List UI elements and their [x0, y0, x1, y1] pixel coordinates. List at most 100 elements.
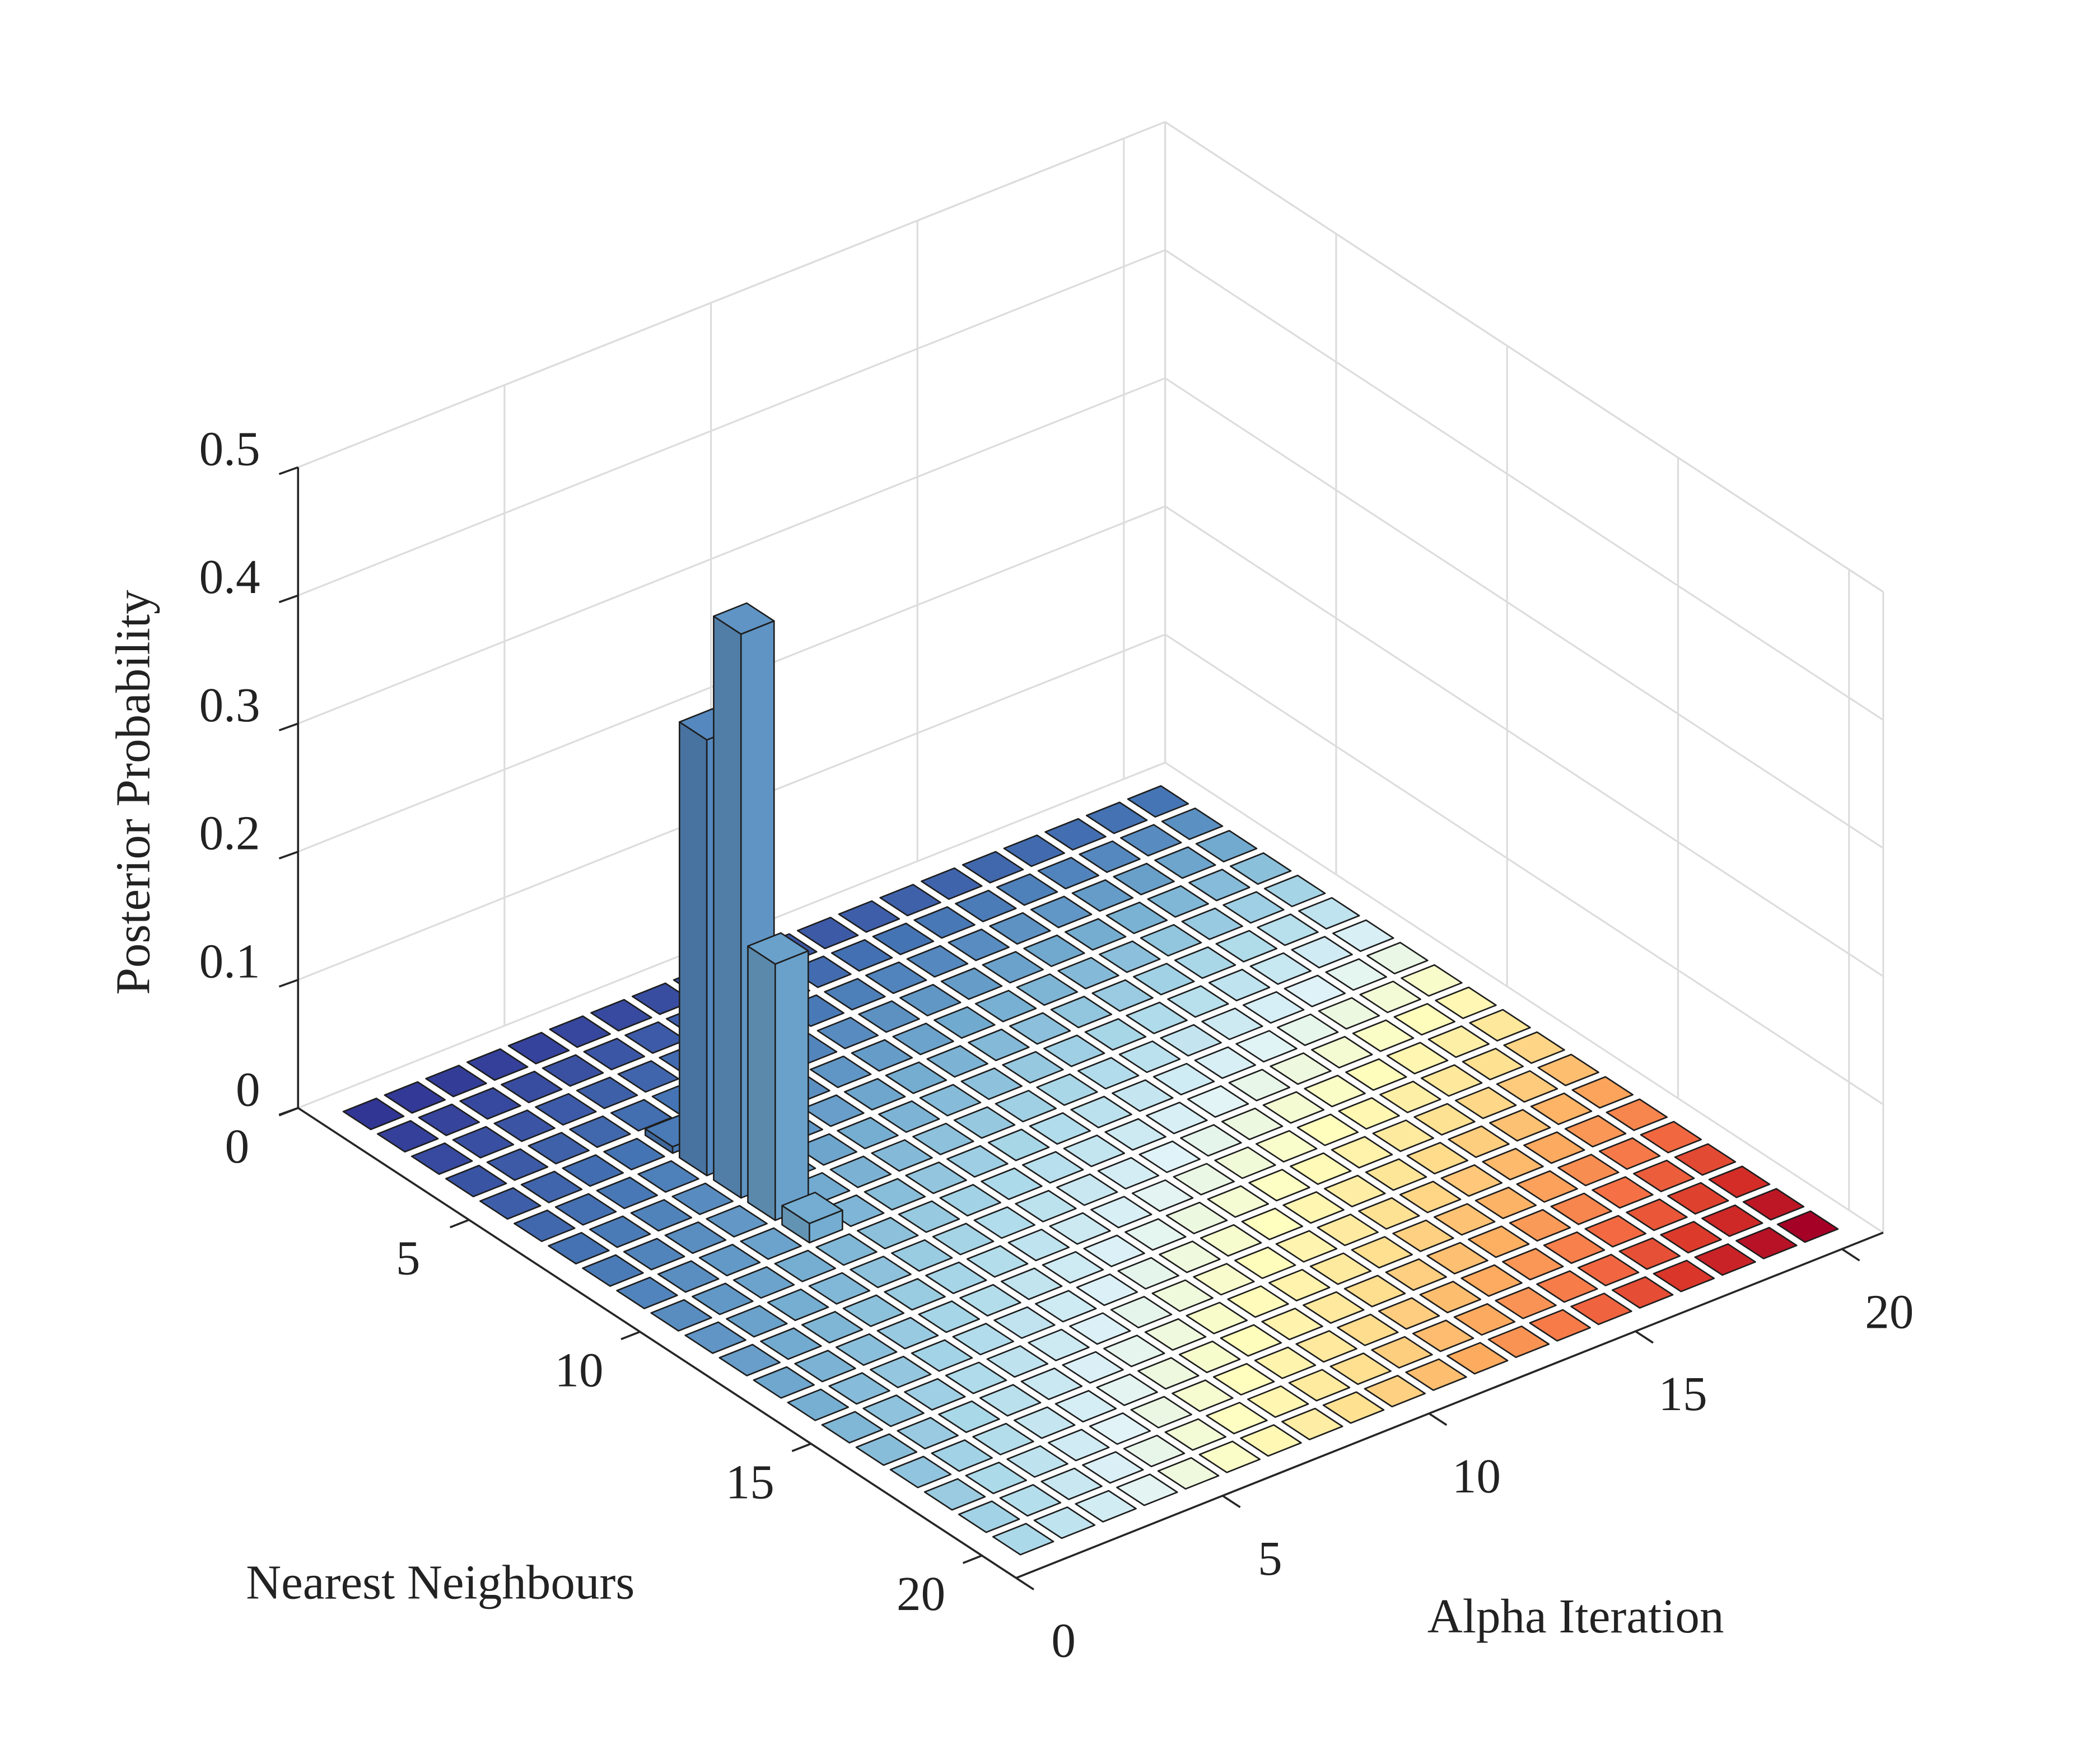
bar-top	[1270, 1052, 1332, 1085]
bar	[569, 1115, 631, 1148]
bar-top	[1331, 1136, 1393, 1169]
bar	[1516, 1170, 1578, 1203]
bar	[554, 1193, 617, 1226]
bar-top	[1147, 885, 1209, 918]
bar-top	[843, 1077, 906, 1111]
bar	[718, 1343, 781, 1376]
bar	[1352, 1019, 1415, 1052]
bar	[1194, 1046, 1257, 1079]
y-tick	[962, 1555, 983, 1564]
bar-top	[1322, 1391, 1385, 1424]
bar	[1469, 1009, 1531, 1042]
bar	[1474, 1187, 1537, 1220]
bar-top	[576, 1076, 638, 1109]
bar-top	[952, 1323, 1015, 1356]
bar-top	[1242, 991, 1305, 1024]
bar	[1592, 1176, 1654, 1209]
bar-top	[1079, 840, 1141, 873]
bar	[870, 1355, 932, 1389]
bar	[1343, 1275, 1406, 1308]
bar-top	[1351, 1236, 1413, 1269]
bar	[865, 961, 927, 995]
x-axis-label: Alpha Iteration	[1427, 1589, 1724, 1643]
bar-top	[617, 1060, 680, 1093]
bar	[1303, 1291, 1365, 1324]
bar	[996, 873, 1058, 906]
x-tick-label: 0	[1051, 1613, 1076, 1668]
bar-top	[1446, 1342, 1509, 1375]
bar	[802, 1094, 865, 1127]
bar-top	[842, 1294, 905, 1327]
bar	[1117, 1257, 1179, 1290]
bar-top	[1057, 956, 1119, 990]
bar	[1262, 1091, 1325, 1124]
bar-top	[1735, 1226, 1798, 1259]
bar-side	[679, 721, 708, 1177]
bar-top	[1571, 1076, 1634, 1109]
bar-top	[1138, 1140, 1201, 1173]
bar	[1103, 1334, 1165, 1368]
bar-top	[1325, 958, 1387, 991]
bar	[973, 1206, 1036, 1239]
bar-side	[747, 945, 776, 1221]
y-tick-label: 20	[897, 1566, 945, 1621]
bar-top	[1117, 1257, 1179, 1290]
bar-top	[589, 1215, 651, 1248]
bar-top	[1626, 1198, 1688, 1231]
bar-top	[931, 1439, 993, 1472]
bar-top	[876, 1317, 939, 1350]
bar-top	[906, 945, 969, 978]
bar-top	[1275, 1230, 1338, 1263]
bar-top	[501, 1070, 563, 1104]
bar	[871, 1139, 933, 1172]
bar	[1288, 1369, 1351, 1402]
bar-top	[1606, 1098, 1668, 1131]
bar-top	[1359, 981, 1421, 1014]
bar	[1482, 1147, 1544, 1180]
bar	[1077, 1057, 1140, 1090]
bar	[1324, 1174, 1386, 1207]
bar-top	[535, 1093, 597, 1126]
bar	[1057, 956, 1119, 990]
bar	[1776, 1210, 1839, 1243]
bar	[1694, 1243, 1756, 1276]
bar	[1241, 1207, 1304, 1240]
bar-top	[1694, 1243, 1756, 1276]
bar	[501, 1070, 563, 1104]
bar	[830, 939, 893, 972]
z-tick-label: 0.1	[199, 934, 260, 988]
bar-top	[921, 867, 983, 900]
bar-top	[1366, 941, 1429, 974]
bar	[1345, 1058, 1407, 1091]
bar-top	[342, 1098, 405, 1131]
bar-top	[1468, 1225, 1530, 1258]
bar-top	[1653, 1259, 1715, 1292]
bar-top	[1160, 1024, 1222, 1057]
bar-top	[1454, 1086, 1517, 1119]
bar-top	[816, 1016, 879, 1049]
bar	[1110, 1295, 1173, 1329]
bar	[1460, 1264, 1523, 1297]
bar-front	[774, 950, 809, 1221]
bar-top	[913, 906, 976, 939]
bar	[1240, 1424, 1302, 1457]
bar-top	[974, 990, 1037, 1023]
grid-line	[1164, 762, 1884, 1234]
bar-top	[747, 932, 809, 965]
bar	[945, 1361, 1007, 1394]
bar	[1164, 1418, 1227, 1451]
bar	[1379, 1080, 1441, 1113]
bar	[1523, 1131, 1585, 1164]
bar	[962, 851, 1024, 884]
bar	[1021, 1151, 1084, 1184]
bar-top	[445, 1164, 507, 1198]
bar	[1674, 1143, 1737, 1176]
bar	[1325, 958, 1387, 991]
bar	[1372, 1119, 1435, 1152]
bar	[616, 1276, 678, 1309]
y-tick-label: 5	[396, 1231, 421, 1285]
bar-top	[1584, 1215, 1647, 1248]
bar-top	[1509, 1208, 1571, 1242]
bar-top	[1358, 1197, 1420, 1230]
grid-line	[1164, 505, 1884, 977]
